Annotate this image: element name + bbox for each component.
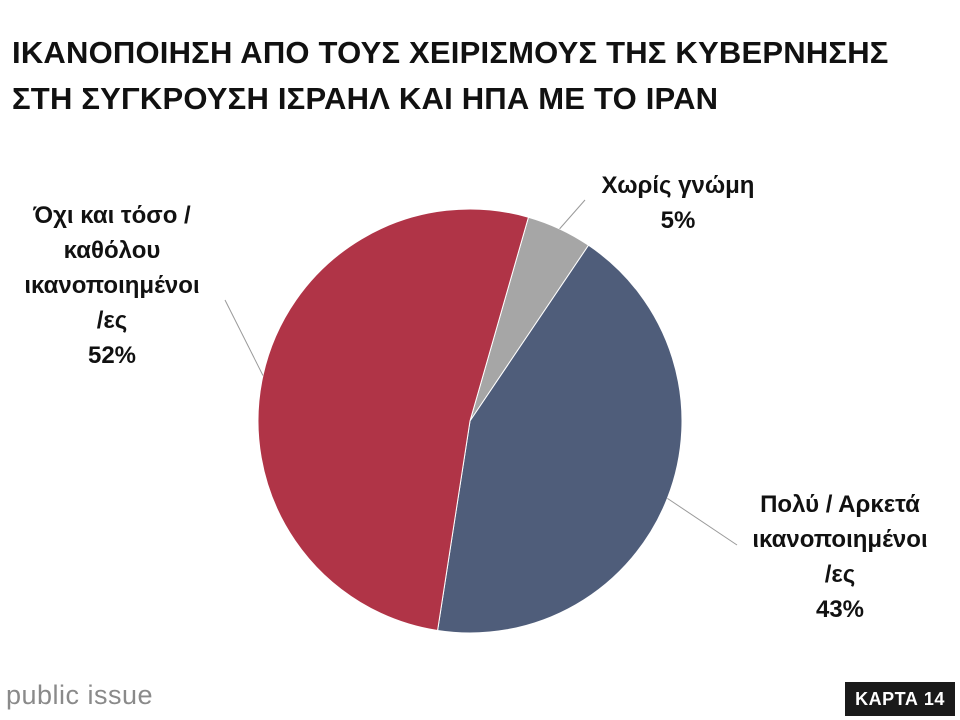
- label-not-satisfied-line-3: ικανοποιημένοι: [24, 272, 200, 299]
- label-not-satisfied: Όχι και τόσο / καθόλου ικανοποιημένοι /ε…: [0, 198, 224, 373]
- title-line-1: ΙΚΑΝΟΠΟΙΗΣΗ ΑΠΟ ΤΟΥΣ ΧΕΙΡΙΣΜΟΥΣ ΤΗΣ ΚΥΒΕ…: [12, 35, 889, 70]
- label-satisfied-line-1: Πολύ / Αρκετά: [760, 491, 920, 518]
- leader-lines: [224, 199, 738, 546]
- label-no-opinion-value: 5%: [660, 207, 696, 234]
- slice-satisfied: [436, 244, 683, 634]
- label-not-satisfied-line-4: /ες: [96, 307, 128, 334]
- leader-satisfied: [667, 497, 738, 546]
- label-no-opinion: Χωρίς γνώμη 5%: [568, 168, 788, 238]
- pie-slices: [257, 208, 683, 634]
- leader-no-opinion: [559, 199, 586, 230]
- card-badge: ΚΑΡΤΑ 14: [845, 682, 955, 716]
- label-satisfied-line-3: /ες: [824, 561, 856, 588]
- label-not-satisfied-line-1: Όχι και τόσο /: [33, 202, 191, 229]
- label-no-opinion-name: Χωρίς γνώμη: [601, 172, 755, 199]
- label-satisfied-line-2: ικανοποιημένοι: [752, 526, 928, 553]
- label-satisfied-value: 43%: [815, 596, 865, 623]
- chart-title: ΙΚΑΝΟΠΟΙΗΣΗ ΑΠΟ ΤΟΥΣ ΧΕΙΡΙΣΜΟΥΣ ΤΗΣ ΚΥΒΕ…: [12, 30, 889, 122]
- leader-not-satisfied: [224, 299, 264, 376]
- label-not-satisfied-value: 52%: [87, 342, 137, 369]
- label-not-satisfied-line-2: καθόλου: [63, 237, 161, 264]
- brand-logo: public issue: [6, 680, 154, 710]
- title-line-2: ΣΤΗ ΣΥΓΚΡΟΥΣΗ ΙΣΡΑΗΛ ΚΑΙ ΗΠΑ ΜΕ ΤΟ ΙΡΑΝ: [12, 81, 719, 116]
- label-satisfied: Πολύ / Αρκετά ικανοποιημένοι /ες 43%: [720, 487, 960, 627]
